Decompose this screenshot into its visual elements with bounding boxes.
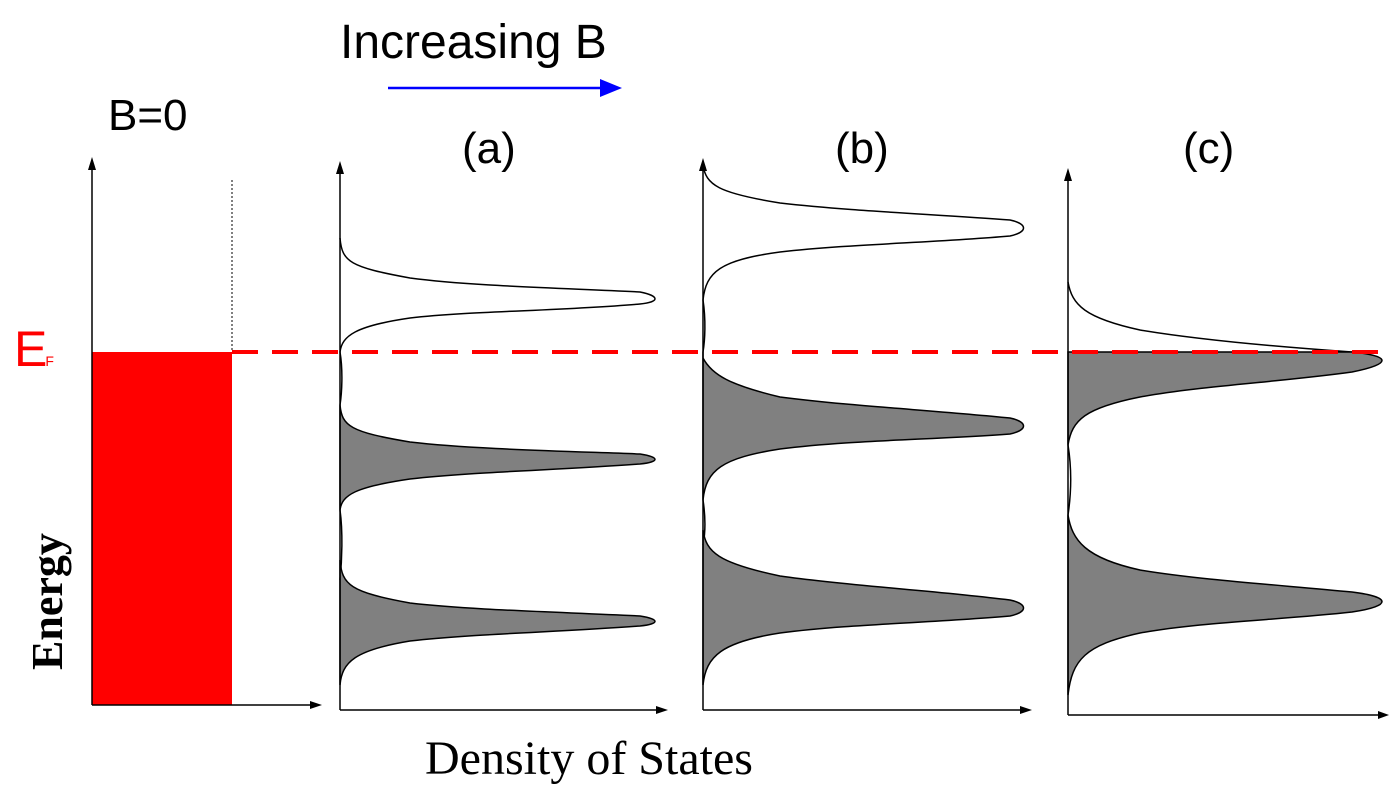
landau-peak-filled-c2 xyxy=(1067,514,1383,696)
filled-states-block xyxy=(92,352,232,705)
panel-label-a: (a) xyxy=(462,124,516,173)
landau-peak-filled-c1 xyxy=(1067,351,1383,446)
landau-peak-filled-b2 xyxy=(702,529,1025,686)
panel-c xyxy=(1064,168,1389,719)
landau-peak-empty-b1 xyxy=(702,164,1025,301)
panel-b xyxy=(699,158,1032,714)
panel-label-b-zero: B=0 xyxy=(108,91,188,140)
panel-b-zero xyxy=(88,157,322,709)
fermi-level-label: EF xyxy=(14,321,54,377)
landau-peak-filled-b1 xyxy=(702,352,1025,501)
landau-peak-empty-a1 xyxy=(339,237,656,353)
panel-label-b: (b) xyxy=(835,124,889,173)
increasing-b-label: Increasing B xyxy=(340,16,607,69)
landau-peak-empty-c1 xyxy=(1067,281,1353,353)
increasing-b-arrow xyxy=(388,79,622,97)
panel-label-c: (c) xyxy=(1183,124,1234,173)
panel-a xyxy=(336,161,668,714)
landau-peak-filled-a1 xyxy=(339,404,656,511)
energy-axis-label: Energy xyxy=(23,533,72,670)
landau-peak-filled-a2 xyxy=(339,559,656,686)
dos-axis-label: Density of States xyxy=(425,732,753,785)
